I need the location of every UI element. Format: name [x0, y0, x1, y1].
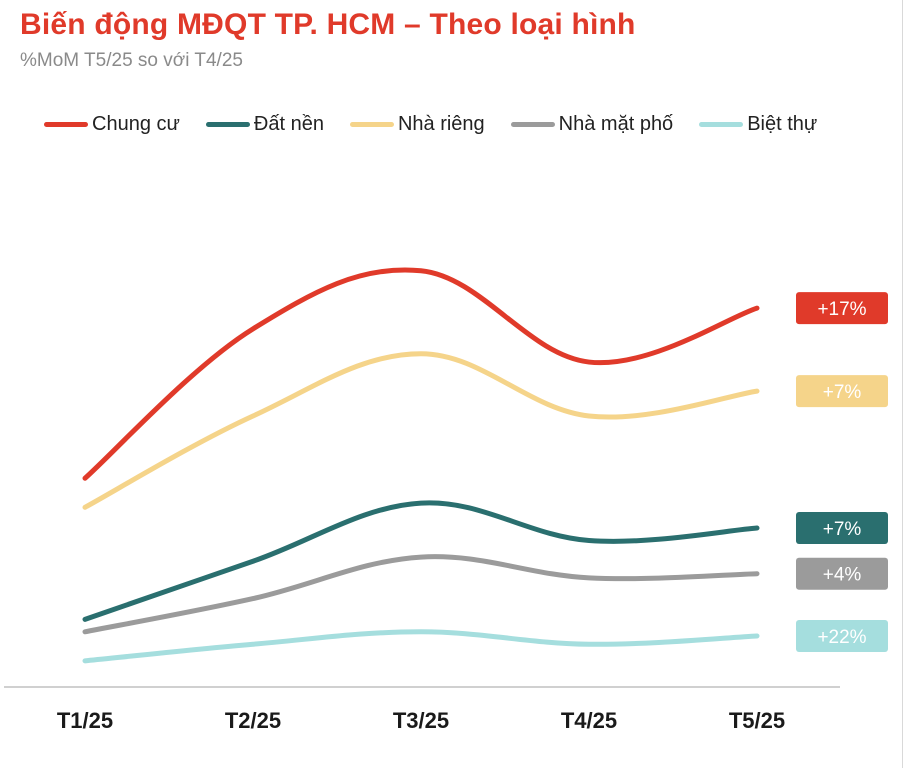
series-line	[82, 351, 760, 510]
legend-label: Đất nền	[253, 113, 324, 135]
end-value-badge: +7%	[796, 512, 888, 545]
x-tick-label: T4/25	[561, 708, 617, 733]
legend-swatch	[205, 122, 250, 127]
end-value-label: +4%	[823, 565, 862, 586]
end-value-label: +17%	[817, 299, 866, 320]
legend-swatch	[699, 122, 744, 127]
legend-item-nha-mat-pho: Nhà mặt phố	[510, 113, 674, 136]
end-value-label: +22%	[817, 627, 866, 648]
legend-label: Nhà mặt phố	[558, 113, 674, 135]
legend-item-chung-cu: Chung cư	[44, 113, 180, 136]
legend-swatch	[44, 122, 88, 127]
legend-item-nha-rieng: Nhà riêng	[349, 113, 485, 136]
x-tick-label: T5/25	[729, 708, 785, 733]
series-line	[82, 500, 760, 622]
legend-swatch	[349, 122, 394, 127]
x-tick-layer: T1/25 T2/25 T3/25 T4/25 T5/25	[57, 708, 785, 733]
x-tick-label: T3/25	[393, 708, 449, 733]
x-tick-label: T2/25	[225, 708, 281, 733]
end-value-badge-box	[796, 375, 888, 408]
end-value-badge-box	[796, 557, 888, 590]
end-value-badge: +17%	[796, 292, 888, 325]
legend-label: Nhà riêng	[397, 113, 485, 135]
legend-swatch	[510, 122, 555, 127]
chart-legend: Chung cư Đất nền Nhà riêng Nhà mặt phố B…	[44, 113, 843, 136]
end-value-badge-box	[796, 619, 888, 652]
series-line	[82, 629, 760, 664]
end-value-badge: +7%	[796, 375, 888, 408]
series-line	[82, 554, 760, 635]
end-value-badge: +4%	[796, 557, 888, 590]
chart-title: Biến động MĐQT TP. HCM – Theo loại hình	[20, 8, 636, 41]
series-line	[82, 267, 760, 481]
x-tick-label: T1/25	[57, 708, 113, 733]
end-value-label: +7%	[823, 382, 862, 403]
legend-label: Biệt thự	[747, 113, 818, 135]
chart-subtitle: %MoM T5/25 so với T4/25	[20, 50, 243, 71]
end-value-label: +7%	[823, 519, 862, 540]
series-layer	[82, 267, 760, 664]
chart-frame	[4, 0, 903, 768]
end-value-badge-box	[796, 512, 888, 545]
legend-item-biet-thu: Biệt thự	[699, 113, 817, 136]
end-value-badge: +22%	[796, 619, 888, 652]
legend-label: Chung cư	[92, 113, 180, 135]
legend-item-dat-nen: Đất nền	[205, 113, 324, 136]
end-value-badge-box	[796, 292, 888, 325]
end-label-layer: +17% +7% +7% +4% +22%	[796, 292, 888, 652]
